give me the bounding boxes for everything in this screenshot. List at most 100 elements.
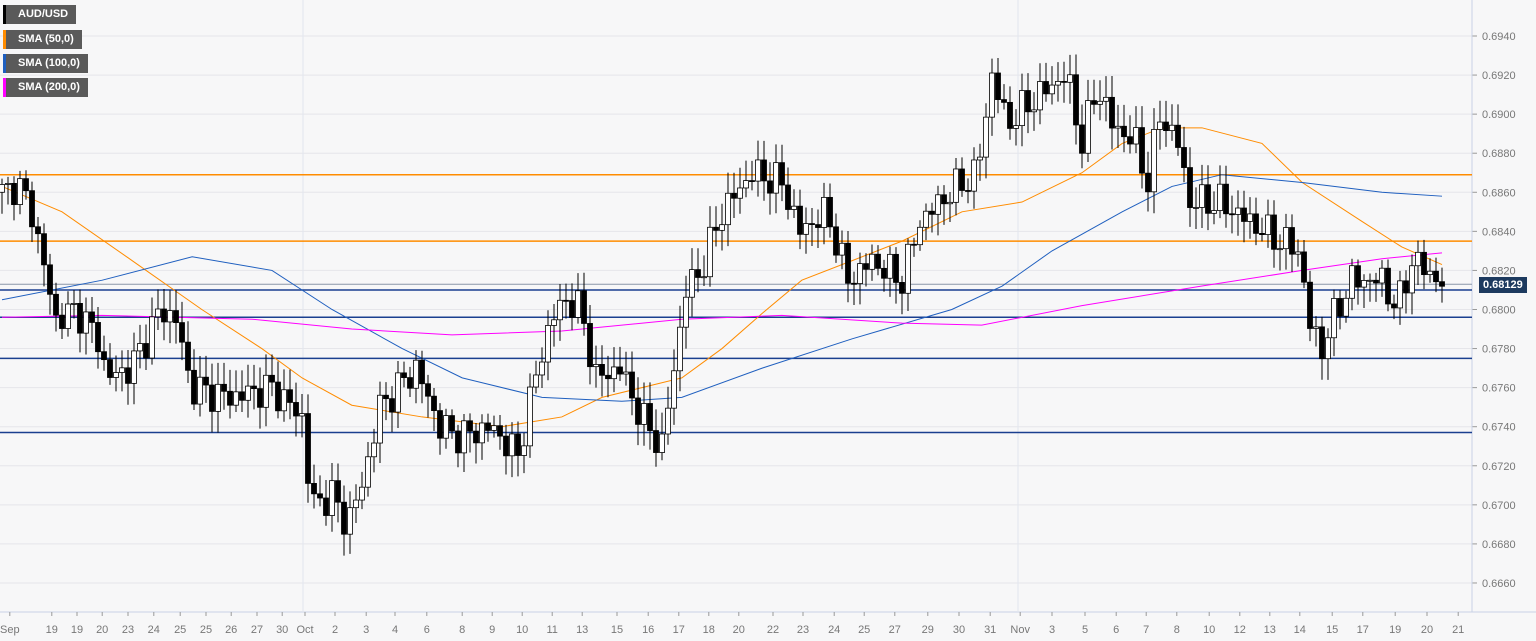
candle-body [1391, 303, 1397, 309]
candle-body [1019, 90, 1025, 127]
candle-body [119, 367, 125, 373]
candle-body [1127, 136, 1133, 145]
y-tick-label: 0.6760 [1482, 383, 1516, 395]
candle-body [983, 116, 989, 158]
candle-body [1415, 251, 1421, 267]
candle-body [845, 242, 851, 284]
candle-body [1283, 227, 1289, 250]
candle-body [749, 180, 755, 182]
x-tick-label: 22 [767, 624, 779, 636]
candle-body [863, 263, 869, 270]
candle-body [359, 486, 365, 501]
y-tick-label: 0.6800 [1482, 304, 1516, 316]
y-tick-label: 0.6920 [1482, 70, 1516, 82]
candle-body [311, 483, 317, 495]
candle-body [203, 376, 209, 386]
candle-body [725, 192, 731, 226]
candle-body [467, 420, 473, 432]
candle-body [1139, 127, 1145, 174]
candle-body [533, 374, 539, 388]
candle-body [737, 187, 743, 199]
candle-body [1151, 129, 1157, 193]
candle-body [1217, 183, 1223, 211]
candle-body [719, 224, 725, 231]
candle-body [509, 433, 515, 457]
legend-sma100[interactable]: SMA (100,0) [3, 54, 88, 73]
x-tick-label: 11 [546, 624, 557, 636]
x-tick-label: 8 [1174, 624, 1180, 636]
candle-body [953, 168, 959, 203]
candle-body [377, 394, 383, 444]
legend-sma200[interactable]: SMA (200,0) [3, 78, 88, 97]
candle-body [545, 325, 551, 363]
candle-body [1343, 297, 1349, 317]
candle-body [875, 253, 881, 269]
y-tick-label: 0.6740 [1482, 422, 1516, 434]
candle-body [707, 226, 713, 278]
x-tick-label: 6 [424, 624, 430, 636]
candle-body [389, 398, 395, 413]
candle-body [497, 425, 503, 437]
candle-body [53, 293, 59, 316]
candle-body [767, 180, 773, 194]
candle-body [491, 425, 497, 431]
x-tick-label: 13 [1264, 624, 1276, 636]
candle-body [791, 205, 797, 210]
sma-line [1, 127, 1443, 428]
candle-body [569, 300, 575, 318]
candle-body [923, 210, 929, 228]
legend-audusd[interactable]: AUD/USD [3, 5, 77, 24]
candle-body [83, 311, 89, 334]
x-tick-label: 3 [363, 624, 369, 636]
candle-body [1241, 207, 1247, 222]
candle-body [1385, 267, 1391, 305]
candle-body [1157, 121, 1163, 130]
candle-body [305, 413, 311, 484]
candle-body [347, 507, 353, 535]
candle-body [383, 394, 389, 400]
candle-body [143, 343, 149, 359]
candle-body [527, 386, 533, 447]
candle-body [443, 415, 449, 439]
candle-body [353, 499, 359, 509]
candle-body [587, 323, 593, 368]
candle-body [263, 374, 269, 408]
candle-body [785, 184, 791, 210]
candle-body [503, 435, 509, 457]
candle-body [617, 366, 623, 375]
candle-body [23, 178, 29, 192]
candle-body [521, 445, 527, 456]
x-tick-label: 21 [1452, 624, 1464, 636]
x-tick-label: 8 [459, 624, 465, 636]
x-tick-label: 6 [1113, 624, 1119, 636]
x-tick-label: 2 [332, 624, 338, 636]
candle-body [773, 162, 779, 194]
candle-body [407, 377, 413, 389]
candle-body [1169, 124, 1175, 132]
candle-body [59, 314, 65, 329]
candle-body [1007, 101, 1013, 129]
candle-body [653, 430, 659, 453]
candle-body [77, 303, 83, 334]
x-tick-label: Oct [296, 624, 313, 636]
x-tick-label: 30 [953, 624, 965, 636]
x-tick-label: 23 [122, 624, 134, 636]
candle-body [269, 374, 275, 383]
candle-body [761, 159, 767, 182]
candle-body [797, 205, 803, 235]
candle-body [167, 310, 173, 323]
candle-body [1181, 147, 1187, 168]
legend-sma50[interactable]: SMA (50,0) [3, 30, 82, 49]
candle-body [869, 253, 875, 270]
x-tick-label: 3 [1049, 624, 1055, 636]
x-tick-label: 20 [733, 624, 745, 636]
candle-body [1439, 281, 1445, 287]
x-tick-label: 16 [642, 624, 654, 636]
candle-body [245, 385, 251, 401]
candle-body [1055, 80, 1061, 86]
candle-body [551, 319, 557, 326]
x-tick-label: 10 [516, 624, 528, 636]
candle-body [1049, 84, 1055, 95]
x-tick-label: 20 [1421, 624, 1433, 636]
